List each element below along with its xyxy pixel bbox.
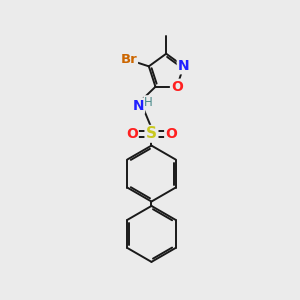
Text: O: O (126, 127, 138, 141)
Text: O: O (165, 127, 177, 141)
Text: N: N (132, 99, 144, 113)
Text: O: O (171, 80, 183, 94)
Text: H: H (144, 96, 153, 109)
Text: S: S (146, 126, 157, 141)
Text: Br: Br (120, 53, 137, 66)
Text: N: N (178, 59, 189, 73)
